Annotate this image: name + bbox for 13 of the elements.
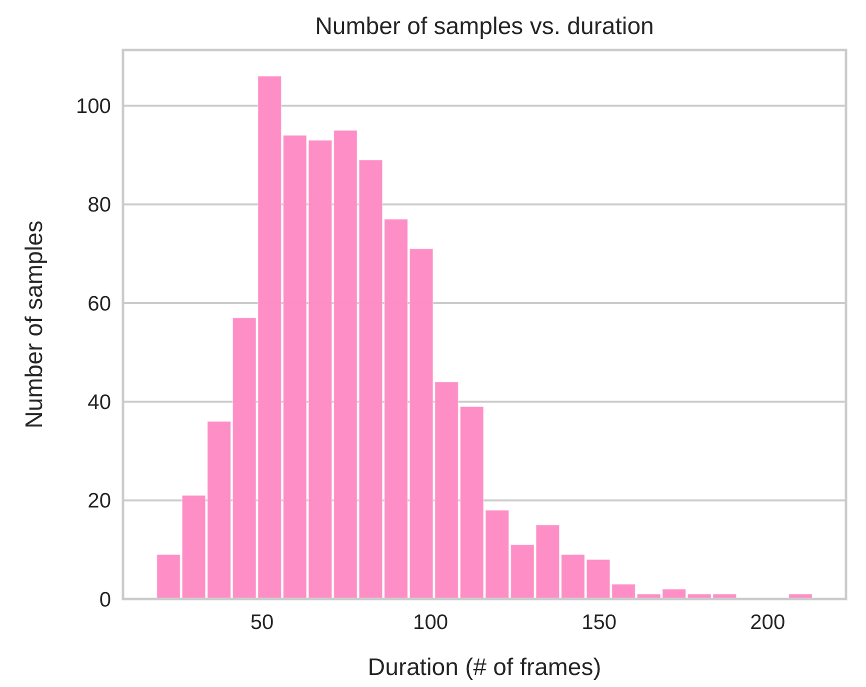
- x-tick-label: 150: [582, 611, 617, 634]
- y-tick-label: 100: [76, 95, 111, 118]
- y-tick-label: 60: [88, 292, 111, 316]
- y-tick-label: 40: [88, 391, 111, 414]
- y-axis-title: Number of samples: [21, 220, 48, 429]
- chart-title: Number of samples vs. duration: [315, 13, 654, 40]
- y-tick-label: 80: [88, 194, 111, 217]
- x-axis-title: Duration (# of frames): [368, 654, 602, 681]
- x-tick-label: 50: [250, 611, 274, 634]
- x-tick-label: 200: [750, 611, 786, 634]
- x-tick-label: 100: [413, 611, 448, 634]
- y-tick-label: 20: [88, 490, 111, 513]
- y-tick-label: 0: [99, 588, 111, 612]
